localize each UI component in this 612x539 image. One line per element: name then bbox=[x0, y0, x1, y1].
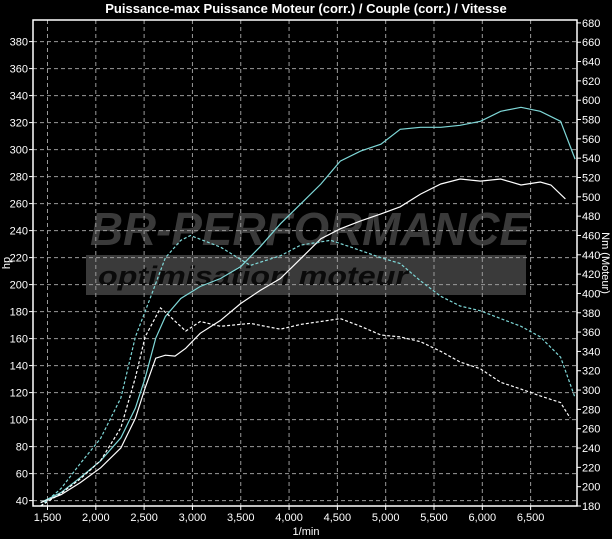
x-tick-label: 4,000 bbox=[275, 512, 303, 524]
y2-tick-label: 600 bbox=[582, 95, 600, 107]
y2-tick-label: 260 bbox=[582, 424, 600, 436]
watermark-tagline: optimisation moteur bbox=[98, 261, 410, 291]
y-tick-label: 320 bbox=[10, 118, 28, 130]
y2-tick-label: 520 bbox=[582, 172, 600, 184]
y2-tick-label: 340 bbox=[582, 346, 600, 358]
y2-tick-label: 480 bbox=[582, 211, 600, 223]
y2-tick-label: 220 bbox=[582, 462, 600, 474]
y2-tick-label: 360 bbox=[582, 327, 600, 339]
y2-tick-label: 580 bbox=[582, 115, 600, 127]
series-line-2 bbox=[40, 178, 566, 504]
y-tick-label: 60 bbox=[16, 469, 28, 481]
y-tick-label: 280 bbox=[10, 172, 28, 184]
y2-tick-label: 460 bbox=[582, 230, 600, 242]
x-tick-label: 6,500 bbox=[517, 512, 545, 524]
x-tick-label: 6,000 bbox=[469, 512, 497, 524]
y-tick-label: 140 bbox=[10, 361, 28, 373]
y-tick-label: 80 bbox=[16, 442, 28, 454]
x-tick-label: 2,000 bbox=[82, 512, 110, 524]
y2-tick-label: 200 bbox=[582, 482, 600, 494]
y-tick-label: 180 bbox=[10, 307, 28, 319]
x-tick-label: 4,500 bbox=[324, 512, 352, 524]
y2-tick-label: 500 bbox=[582, 192, 600, 204]
chart-title: Puissance-max Puissance Moteur (corr.) /… bbox=[105, 1, 506, 16]
y-tick-label: 340 bbox=[10, 91, 28, 103]
y2-tick-label: 680 bbox=[582, 18, 600, 30]
y-tick-label: 40 bbox=[16, 496, 28, 508]
series-line-1 bbox=[40, 106, 576, 504]
y2-tick-label: 560 bbox=[582, 134, 600, 146]
watermark: BR-PERFORMANCE optimisation moteur bbox=[86, 203, 531, 295]
y2-tick-label: 320 bbox=[582, 366, 600, 378]
y-tick-label: 260 bbox=[10, 199, 28, 211]
y2-tick-label: 420 bbox=[582, 269, 600, 281]
x-axis-label: 1/min bbox=[293, 526, 320, 538]
y2-tick-label: 540 bbox=[582, 153, 600, 165]
y2-tick-label: 620 bbox=[582, 76, 600, 88]
y-tick-label: 160 bbox=[10, 334, 28, 346]
y-tick-label: 240 bbox=[10, 226, 28, 238]
y2-tick-label: 180 bbox=[582, 501, 600, 513]
y2-tick-label: 660 bbox=[582, 37, 600, 49]
x-tick-label: 3,000 bbox=[179, 512, 207, 524]
x-tick-label: 3,500 bbox=[227, 512, 255, 524]
y2-tick-label: 440 bbox=[582, 250, 600, 262]
y2-tick-label: 300 bbox=[582, 385, 600, 397]
y2-tick-label: 240 bbox=[582, 443, 600, 455]
y2-tick-label: 640 bbox=[582, 57, 600, 69]
y-tick-label: 100 bbox=[10, 415, 28, 427]
y-axis-label: hp bbox=[1, 257, 13, 269]
y-tick-label: 360 bbox=[10, 64, 28, 76]
y2-axis-label: Nm (Moteur) bbox=[599, 232, 611, 294]
watermark-brand: BR-PERFORMANCE bbox=[90, 203, 531, 255]
plot-frame bbox=[32, 19, 578, 507]
x-tick-label: 5,000 bbox=[372, 512, 400, 524]
x-tick-label: 1,500 bbox=[34, 512, 62, 524]
y-tick-label: 200 bbox=[10, 280, 28, 292]
x-tick-label: 5,500 bbox=[420, 512, 448, 524]
y-tick-label: 120 bbox=[10, 388, 28, 400]
y-tick-label: 220 bbox=[10, 253, 28, 265]
y-tick-label: 300 bbox=[10, 145, 28, 157]
series-line-3 bbox=[40, 234, 576, 507]
x-tick-label: 2,500 bbox=[130, 512, 158, 524]
y2-tick-label: 400 bbox=[582, 288, 600, 300]
y-tick-label: 380 bbox=[10, 37, 28, 49]
y2-tick-label: 380 bbox=[582, 308, 600, 320]
y2-tick-label: 280 bbox=[582, 404, 600, 416]
series-line-4 bbox=[40, 306, 571, 507]
